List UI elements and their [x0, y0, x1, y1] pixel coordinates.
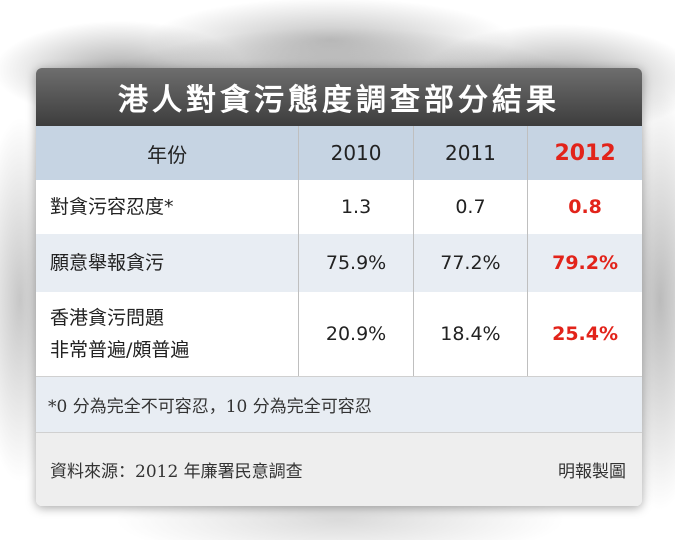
cell-value-highlight: 25.4% [552, 323, 619, 345]
title-bar: 港人對貪污態度調查部分結果 [36, 68, 642, 126]
credit-text: 明報製圖 [558, 462, 626, 482]
header-label: 年份 [36, 126, 300, 180]
cell-value-highlight: 0.8 [568, 196, 602, 218]
header-year-2012: 2012 [527, 126, 642, 180]
cell-value: 0.7 [413, 180, 529, 234]
chart-title: 港人對貪污態度調查部分結果 [118, 83, 560, 118]
row-label: 對貪污容忍度* [36, 180, 300, 234]
cell-value: 1.3 [298, 180, 414, 234]
cell-value: 77.2% [413, 234, 529, 292]
cell-value: 20.9% [298, 292, 414, 376]
table-row-tolerance: 對貪污容忍度* 1.3 0.7 0.8 [36, 180, 642, 234]
table-row-prevalence: 香港貪污問題 非常普遍/頗普遍 20.9% 18.4% 25.4% [36, 292, 642, 376]
table-row-report: 願意舉報貪污 75.9% 77.2% 79.2% [36, 234, 642, 292]
header-row: 年份 2010 2011 2012 [36, 126, 642, 180]
survey-card: 港人對貪污態度調查部分結果 年份 2010 2011 2012 對貪污容忍度* … [36, 68, 642, 506]
survey-table: 年份 2010 2011 2012 對貪污容忍度* 1.3 0.7 0.8 願意… [36, 126, 642, 376]
footnote: *0 分為完全不可容忍，10 分為完全可容忍 [36, 376, 642, 432]
cell-value-highlight: 79.2% [527, 234, 642, 292]
row-label: 願意舉報貪污 [36, 234, 300, 292]
cell-value: 75.9% [298, 234, 414, 292]
source-text: 資料來源：2012 年廉署民意調查 [50, 462, 303, 482]
row-label: 香港貪污問題 非常普遍/頗普遍 [36, 292, 300, 376]
row-label-line-2: 非常普遍/頗普遍 [50, 339, 190, 361]
source-bar: 資料來源：2012 年廉署民意調查 明報製圖 [36, 432, 642, 506]
header-year-2010: 2010 [298, 126, 414, 180]
cell-value: 18.4% [413, 292, 529, 376]
header-year-2011: 2011 [413, 126, 529, 180]
row-label-line-1: 香港貪污問題 [50, 307, 165, 329]
